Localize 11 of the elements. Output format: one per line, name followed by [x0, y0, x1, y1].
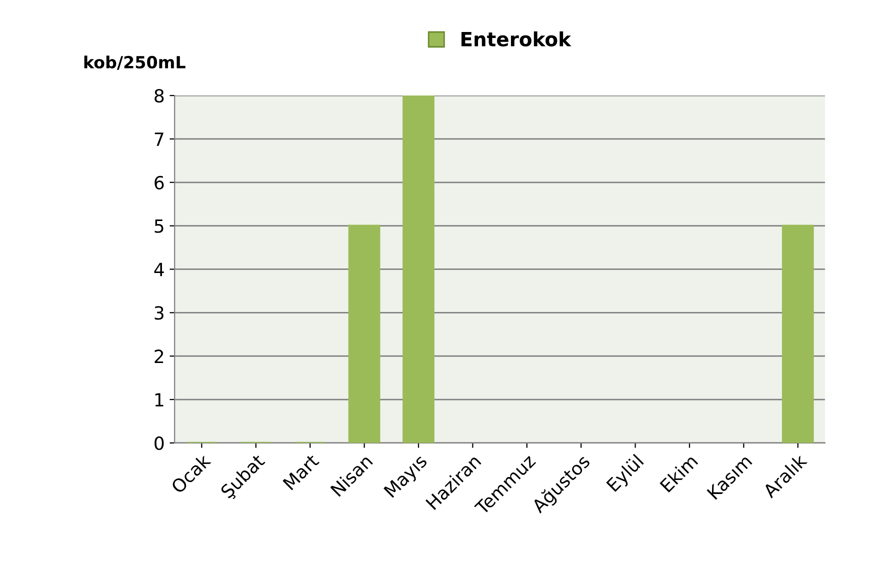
y-tick-label: 7	[154, 132, 164, 146]
y-tick-label: 0	[154, 436, 164, 450]
y-tick-label: 3	[154, 306, 164, 320]
y-axis-title: kob/250mL	[84, 56, 186, 70]
y-tick-label: 5	[154, 220, 164, 233]
y-tick-label: 8	[154, 88, 164, 103]
y-tick-label: 6	[154, 176, 164, 190]
legend-label: Enterokok	[462, 31, 572, 46]
y-tick-label: 1	[155, 393, 164, 406]
y-tick-label: 2	[154, 350, 164, 363]
y-tick-label: 4	[154, 262, 164, 276]
